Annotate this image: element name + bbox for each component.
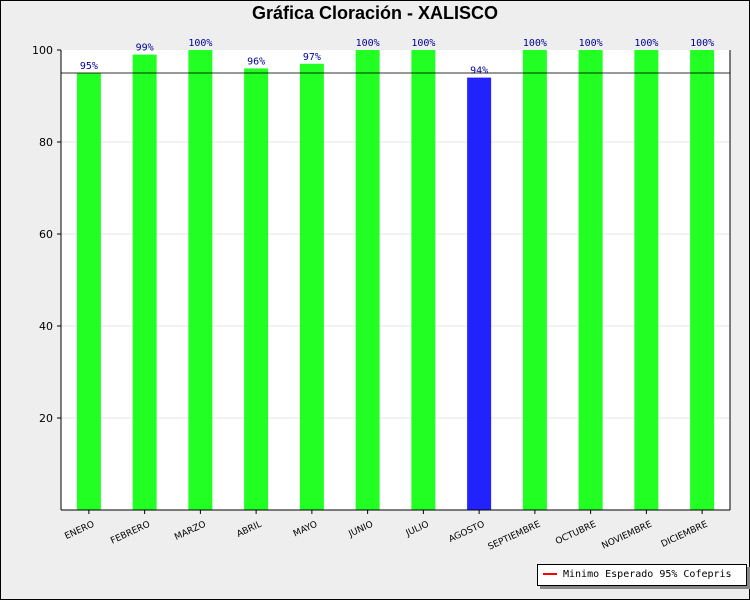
data-label: 100% (188, 38, 212, 49)
data-label: 100% (690, 38, 714, 49)
bar (244, 68, 269, 511)
x-tick-label: JUNIO (346, 520, 374, 540)
y-tick-label: 20 (39, 412, 53, 425)
data-label: 99% (136, 43, 154, 54)
data-label: 96% (247, 56, 265, 67)
legend: Minimo Esperado 95% Cofepris (537, 564, 747, 586)
bar (188, 50, 213, 510)
bar (132, 54, 157, 510)
data-label: 100% (523, 38, 547, 49)
bar (467, 77, 492, 510)
y-tick-label: 40 (39, 320, 53, 333)
x-tick-label: DICIEMBRE (660, 520, 710, 550)
bar (411, 50, 436, 510)
y-tick-label: 60 (39, 228, 53, 241)
bar (355, 50, 380, 510)
data-label: 100% (356, 38, 380, 49)
data-label: 100% (411, 38, 435, 49)
y-tick-label: 80 (39, 136, 53, 149)
bar (522, 50, 547, 510)
x-tick-label: FEBRERO (109, 520, 152, 547)
x-tick-label: ABRIL (235, 520, 263, 540)
x-tick-label: JULIO (404, 520, 431, 540)
bar (76, 73, 101, 510)
chart-title: Gráfica Cloración - XALISCO (251, 3, 499, 23)
legend-label: Minimo Esperado 95% Cofepris (563, 569, 732, 580)
y-tick-label: 100 (32, 44, 53, 57)
bar (634, 50, 659, 510)
data-label: 100% (579, 38, 603, 49)
data-label: 97% (303, 52, 321, 63)
x-tick-label: OCTUBRE (554, 520, 598, 548)
x-tick-label: AGOSTO (447, 520, 486, 545)
data-label: 95% (80, 61, 98, 72)
x-tick-label: SEPTIEMBRE (487, 520, 543, 553)
bar (690, 50, 715, 510)
bar (299, 63, 324, 511)
x-tick-label: MAYO (292, 520, 319, 540)
data-label: 100% (634, 38, 658, 49)
x-tick-label: MARZO (173, 520, 208, 543)
x-tick-label: NOVIEMBRE (600, 520, 653, 552)
bar (578, 50, 603, 510)
legend-swatch (543, 573, 557, 575)
x-tick-label: ENERO (63, 520, 96, 542)
data-label: 94% (470, 66, 488, 77)
plot-area (61, 50, 730, 510)
